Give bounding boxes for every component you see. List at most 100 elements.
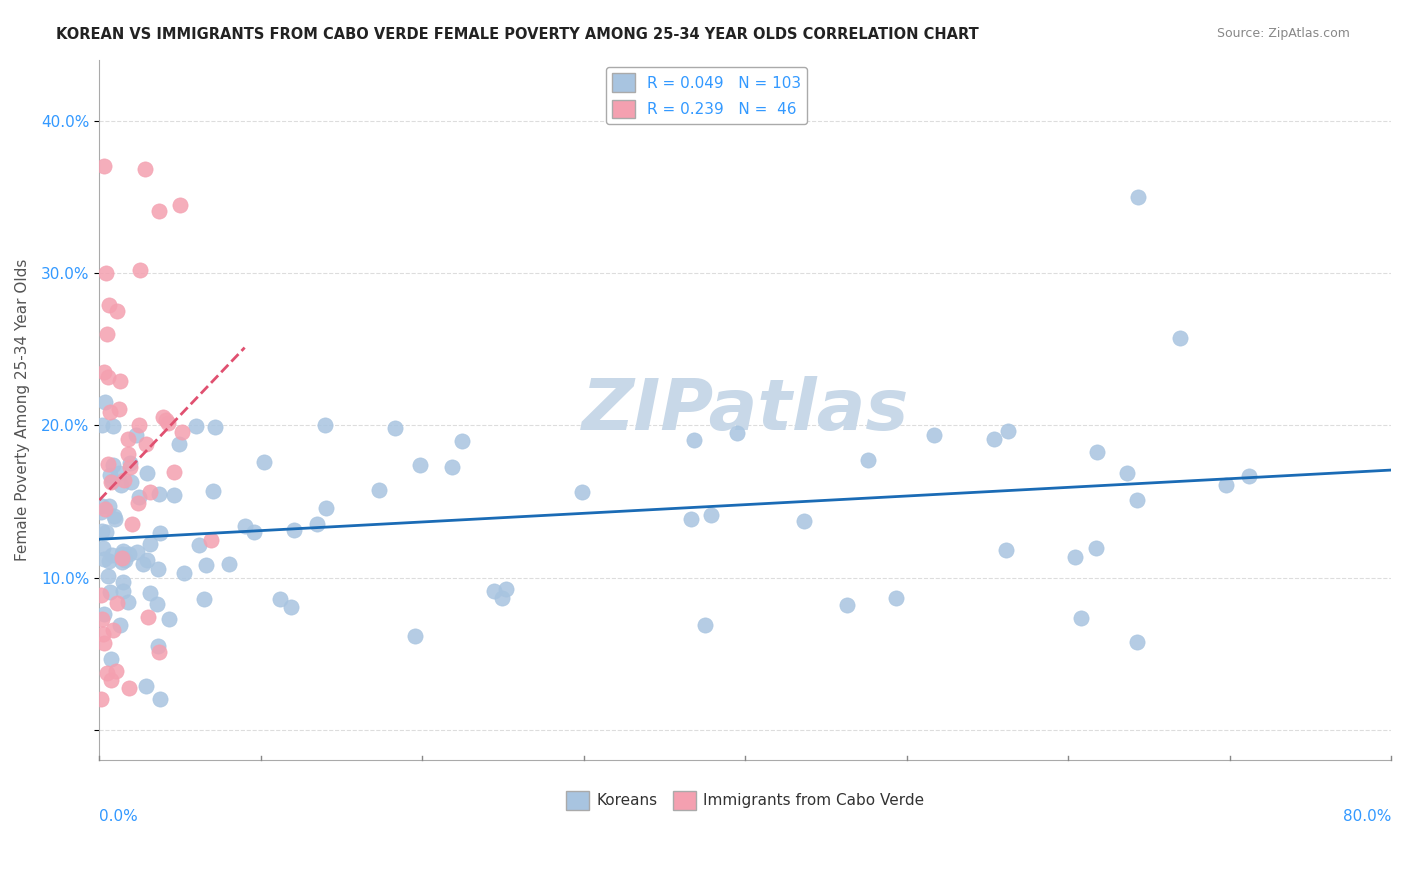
Point — [100, 475, 122, 490]
Point — [107, 467, 129, 481]
Point — [101, 549, 124, 563]
Point — [283, 524, 305, 538]
Point — [484, 583, 506, 598]
Point — [159, 612, 181, 626]
Point — [169, 198, 191, 212]
Point — [571, 484, 593, 499]
Point — [98, 468, 121, 483]
Point — [91, 627, 114, 641]
Point — [218, 558, 240, 572]
Point — [699, 508, 721, 522]
Point — [146, 597, 169, 611]
Point — [118, 456, 141, 470]
Point — [693, 617, 716, 632]
Point — [128, 263, 150, 277]
Point — [91, 524, 114, 538]
Point — [98, 554, 121, 568]
Point — [100, 673, 122, 687]
Point — [187, 537, 209, 551]
Point — [135, 437, 157, 451]
Point — [100, 652, 122, 666]
Point — [1085, 541, 1108, 555]
Point — [139, 586, 162, 600]
Point — [886, 591, 908, 605]
Point — [1063, 549, 1085, 564]
Point — [118, 681, 141, 696]
Point — [1215, 478, 1237, 492]
Point — [135, 466, 157, 480]
Point — [91, 541, 114, 555]
Point — [117, 432, 139, 446]
Point — [997, 424, 1019, 438]
Point — [683, 433, 706, 447]
Point — [121, 517, 143, 532]
Point — [1168, 331, 1191, 345]
Point — [305, 517, 328, 532]
Point — [132, 557, 155, 571]
Point — [96, 326, 118, 341]
Point — [111, 555, 134, 569]
Point — [90, 505, 112, 519]
Point — [156, 416, 179, 430]
Point — [120, 475, 142, 490]
Point — [1126, 492, 1149, 507]
Legend: Koreans, Immigrants from Cabo Verde: Koreans, Immigrants from Cabo Verde — [560, 785, 931, 816]
Point — [101, 474, 124, 488]
Point — [136, 553, 159, 567]
Point — [149, 526, 172, 541]
Point — [269, 591, 291, 606]
Point — [1126, 190, 1149, 204]
Point — [204, 420, 226, 434]
Point — [148, 486, 170, 500]
Point — [90, 692, 112, 706]
Point — [495, 582, 517, 596]
Point — [108, 374, 131, 388]
Point — [155, 412, 177, 426]
Point — [93, 552, 115, 566]
Point — [112, 583, 135, 598]
Point — [117, 594, 139, 608]
Point — [163, 488, 186, 502]
Point — [120, 460, 142, 475]
Point — [368, 483, 391, 497]
Point — [108, 401, 131, 416]
Point — [93, 366, 115, 380]
Point — [280, 600, 302, 615]
Point — [98, 404, 121, 418]
Point — [114, 473, 136, 487]
Text: KOREAN VS IMMIGRANTS FROM CABO VERDE FEMALE POVERTY AMONG 25-34 YEAR OLDS CORREL: KOREAN VS IMMIGRANTS FROM CABO VERDE FEM… — [56, 27, 979, 42]
Point — [1116, 467, 1139, 481]
Point — [440, 460, 463, 475]
Point — [101, 419, 124, 434]
Point — [148, 639, 170, 653]
Point — [114, 552, 136, 566]
Point — [173, 566, 195, 580]
Point — [148, 646, 170, 660]
Point — [93, 607, 115, 621]
Point — [233, 519, 256, 533]
Point — [110, 477, 132, 491]
Point — [111, 575, 134, 590]
Point — [94, 266, 117, 280]
Point — [193, 592, 215, 607]
Point — [725, 425, 748, 440]
Point — [200, 533, 222, 547]
Point — [101, 624, 124, 638]
Point — [93, 159, 115, 173]
Point — [681, 511, 703, 525]
Point — [195, 558, 218, 572]
Point — [858, 453, 880, 467]
Point — [202, 483, 225, 498]
Point — [167, 436, 190, 450]
Point — [163, 465, 186, 479]
Point — [105, 665, 128, 679]
Point — [139, 484, 162, 499]
Point — [404, 629, 426, 643]
Point — [922, 428, 945, 442]
Point — [108, 618, 131, 632]
Y-axis label: Female Poverty Among 25-34 Year Olds: Female Poverty Among 25-34 Year Olds — [15, 259, 30, 561]
Point — [170, 425, 193, 440]
Point — [110, 547, 132, 561]
Point — [793, 514, 815, 528]
Point — [98, 585, 121, 599]
